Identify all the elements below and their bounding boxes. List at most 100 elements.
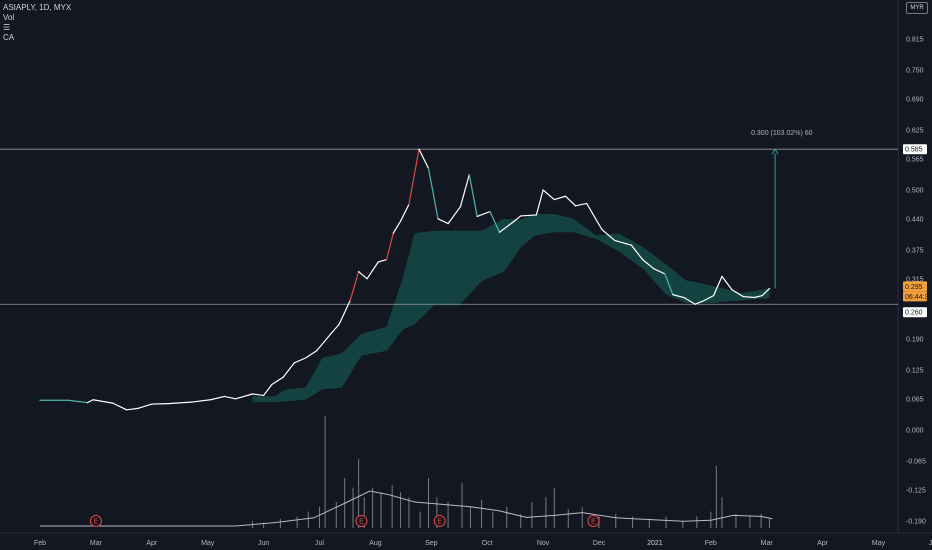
price-segment (731, 289, 744, 298)
y-tick-label: 0.315 (906, 276, 924, 283)
earnings-event-icon[interactable] (355, 515, 368, 527)
price-segment (293, 357, 307, 364)
x-tick-label: Dec (593, 540, 606, 547)
price-segment (672, 294, 685, 299)
price-segment (664, 273, 674, 296)
price-segment (190, 399, 212, 403)
y-tick-label: 0.625 (906, 128, 924, 135)
earnings-event-icon[interactable] (587, 515, 600, 527)
y-tick-label: 0.190 (906, 336, 924, 343)
x-tick-label: Mar (90, 540, 103, 547)
earnings-event-icon[interactable] (89, 515, 102, 527)
price-segment (701, 295, 715, 302)
x-tick-label: Sep (425, 540, 438, 547)
event-label: E (591, 519, 596, 526)
price-segment (468, 174, 478, 217)
price-segment (476, 211, 491, 217)
price-segment (683, 296, 696, 305)
measure-arrowhead (771, 148, 779, 155)
currency-badge[interactable]: MYR (906, 2, 928, 14)
price-label-box (903, 281, 927, 292)
price-label-box (903, 144, 927, 155)
price-segment (761, 287, 771, 297)
x-tick-label: 2021 (647, 540, 663, 547)
x-tick-label: Jun (258, 540, 269, 547)
y-tick-label: -0.125 (906, 488, 926, 495)
legend-eye-icon[interactable]: ☰ (3, 23, 11, 32)
price-segment (601, 228, 616, 241)
legend-volume[interactable]: Vol (3, 13, 15, 22)
price-segment (408, 148, 420, 205)
price-segment (209, 395, 226, 401)
x-tick-label: Feb (34, 540, 46, 547)
y-tick-label: 0.375 (906, 248, 924, 255)
price-segment (742, 295, 756, 299)
price-label-box (903, 307, 927, 318)
price-segment (304, 350, 318, 359)
price-segment (223, 395, 237, 400)
y-tick-label: 0.565 (906, 156, 924, 163)
price-segment (349, 271, 360, 301)
price-segment (498, 222, 513, 233)
x-tick-label: Nov (537, 540, 550, 547)
price-segment (614, 239, 633, 246)
price-segment (511, 215, 522, 224)
x-tick-label: Feb (705, 540, 717, 547)
x-tick-label: May (201, 540, 215, 547)
y-tick-label: -0.065 (906, 459, 926, 466)
price-segment (263, 383, 273, 397)
price-segment (653, 268, 666, 275)
y-tick-label: 0.690 (906, 96, 924, 103)
price-segment (167, 401, 192, 405)
price-segment (271, 376, 284, 385)
price-segment (366, 261, 379, 280)
x-tick-label: Apr (146, 540, 158, 547)
price-segment (377, 259, 388, 263)
event-label: E (437, 519, 442, 526)
legend-symbol[interactable]: ASIAPLY, 1D, MYX (3, 3, 72, 12)
volume-ma-line (40, 490, 773, 527)
event-label: E (94, 519, 99, 526)
x-tick-label: Aug (369, 540, 382, 547)
price-segment (630, 244, 644, 261)
price-segment (564, 195, 577, 207)
cloud-band (252, 214, 770, 403)
earnings-event-icon[interactable] (433, 515, 446, 527)
price-label-box (903, 291, 927, 302)
chart-legend: ASIAPLY, 1D, MYX Vol ☰ CA (3, 3, 71, 43)
price-segment (586, 202, 603, 230)
price-segment (385, 232, 394, 261)
x-tick-label: Jul (315, 540, 324, 547)
y-tick-label: 0.000 (906, 428, 924, 435)
price-segment (338, 299, 351, 325)
measure-label: 0.300 (103.02%) 60 (751, 130, 813, 137)
x-tick-label: Apr (817, 540, 829, 547)
y-tick-label: -0.190 (906, 519, 926, 526)
price-segment (459, 174, 470, 208)
price-segment (694, 300, 704, 305)
x-tick-label: Mar (761, 540, 774, 547)
x-tick-label: May (872, 540, 886, 547)
price-segment (553, 195, 567, 201)
price-segment (642, 259, 655, 270)
price-label: 0.585 (905, 147, 923, 154)
legend-ca[interactable]: CA (3, 33, 15, 42)
price-segment (282, 362, 295, 378)
price-label: 0.295 (905, 284, 923, 291)
price-segment (712, 275, 723, 297)
price-segment (358, 271, 368, 280)
price-segment (316, 333, 332, 352)
price-segment (437, 218, 449, 225)
price-segment (753, 295, 763, 299)
price-segment (574, 202, 588, 207)
price-segment (535, 189, 544, 216)
event-label: E (359, 519, 364, 526)
y-tick-label: 0.750 (906, 68, 924, 75)
y-tick-label: 0.500 (906, 188, 924, 195)
price-label: 0.260 (905, 310, 923, 317)
price-segment (112, 402, 128, 411)
price-segment (418, 148, 430, 169)
y-tick-label: 0.065 (906, 396, 924, 403)
price-segment (330, 323, 340, 335)
